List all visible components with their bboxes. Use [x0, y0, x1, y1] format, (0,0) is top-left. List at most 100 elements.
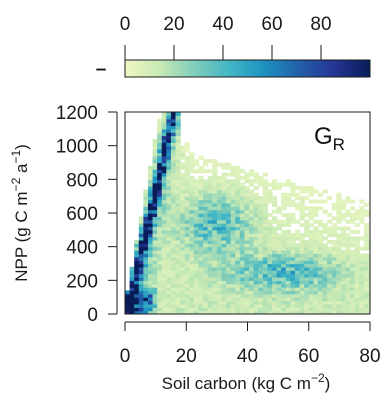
density-cell: [166, 186, 172, 191]
density-cell: [336, 243, 342, 248]
density-cell: [226, 246, 232, 251]
density-cell: [258, 226, 264, 231]
density-cell: [258, 263, 264, 268]
density-cell: [203, 239, 209, 244]
density-cell: [354, 246, 360, 251]
density-cell: [207, 236, 213, 241]
density-cell: [304, 189, 310, 194]
density-cell: [216, 229, 223, 234]
density-cell: [226, 300, 232, 305]
density-cell: [184, 260, 190, 265]
density-cell: [157, 169, 163, 174]
density-cell: [317, 243, 324, 248]
density-cell: [322, 236, 328, 241]
density-cell: [327, 307, 333, 312]
density-cell: [290, 239, 296, 244]
density-cell: [304, 290, 310, 295]
density-cell: [230, 310, 236, 314]
density-cell: [239, 182, 246, 187]
density-cell: [336, 283, 342, 288]
density-cell: [166, 303, 172, 308]
density-cell: [368, 276, 370, 281]
density-cell: [207, 226, 213, 231]
density-cell: [170, 253, 177, 258]
density-cell: [340, 233, 347, 238]
density-cell: [175, 256, 181, 261]
density-cell: [262, 256, 268, 261]
density-cell: [239, 213, 246, 217]
density-cell: [180, 263, 186, 268]
density-cell: [226, 287, 232, 292]
density-cell: [327, 273, 333, 278]
density-cell: [317, 303, 324, 308]
density-cell: [354, 307, 360, 312]
density-cell: [216, 276, 223, 281]
density-cell: [166, 233, 172, 238]
density-cell: [212, 213, 218, 217]
density-cell: [249, 202, 255, 207]
density-cell: [147, 300, 154, 305]
density-cell: [166, 307, 172, 312]
density-cell: [152, 266, 158, 271]
density-cell: [221, 290, 227, 295]
density-cell: [331, 290, 337, 295]
density-cell: [207, 266, 213, 271]
density-cell: [313, 260, 319, 265]
density-cell: [161, 112, 167, 116]
density-cell: [359, 293, 365, 298]
density-cell: [207, 202, 213, 207]
density-cell: [152, 219, 158, 224]
density-cell: [221, 246, 227, 251]
density-cell: [147, 223, 154, 228]
density-cell: [152, 307, 158, 312]
density-cell: [207, 223, 213, 228]
density-cell: [147, 256, 154, 261]
density-cell: [235, 229, 241, 234]
density-cell: [230, 246, 236, 251]
density-cell: [290, 253, 296, 258]
density-cell: [198, 287, 204, 292]
density-cell: [308, 260, 314, 265]
density-cell: [161, 239, 167, 244]
density-cell: [345, 280, 351, 285]
density-cell: [327, 213, 333, 217]
density-cell: [166, 300, 172, 305]
density-cell: [138, 290, 144, 295]
density-cell: [184, 276, 190, 281]
density-cell: [285, 273, 291, 278]
density-cell: [221, 293, 227, 298]
density-cell: [340, 216, 347, 221]
density-cell: [184, 159, 190, 164]
x-axis-tick-label: 20: [176, 346, 197, 367]
density-cell: [239, 307, 246, 312]
density-cell: [221, 192, 227, 197]
density-cell: [147, 192, 154, 197]
density-cell: [272, 233, 278, 238]
density-cell: [175, 270, 181, 275]
density-cell: [170, 246, 177, 251]
density-cell: [189, 273, 195, 278]
density-cell: [226, 226, 232, 231]
density-cell: [363, 236, 370, 241]
density-cell: [147, 213, 154, 217]
density-cell: [249, 179, 255, 184]
density-cell: [363, 273, 370, 278]
density-cell: [299, 253, 305, 258]
density-cell: [207, 169, 213, 174]
density-cell: [180, 196, 186, 201]
density-cell: [336, 216, 342, 221]
density-cell: [239, 246, 246, 251]
density-cell: [134, 270, 140, 275]
density-cell: [152, 162, 158, 167]
density-cell: [239, 175, 246, 180]
density-cell: [239, 169, 246, 174]
density-cell: [161, 159, 167, 164]
density-cell: [359, 283, 365, 288]
density-cell: [354, 223, 360, 228]
density-cell: [294, 202, 301, 207]
density-cell: [285, 250, 291, 254]
density-cell: [198, 239, 204, 244]
density-cell: [193, 260, 200, 265]
density-cell: [313, 219, 319, 224]
density-cell: [363, 266, 370, 271]
